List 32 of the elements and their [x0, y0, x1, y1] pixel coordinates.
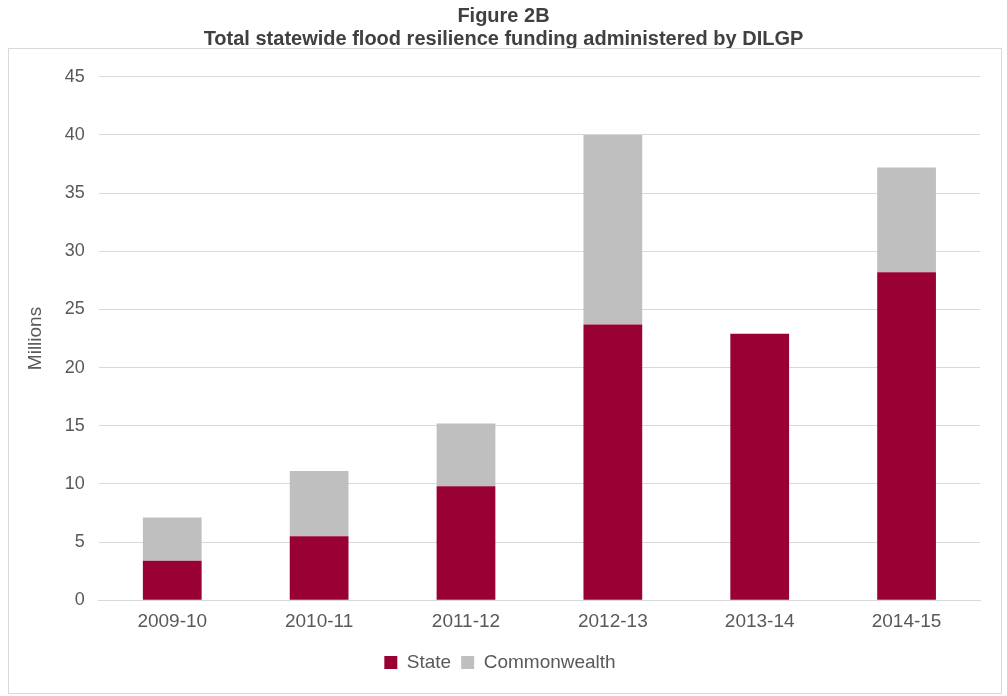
y-tick-label: 5	[74, 531, 85, 552]
bar	[142, 517, 202, 561]
y-tick-label: 35	[64, 182, 85, 203]
bar	[877, 272, 936, 600]
bar	[289, 536, 349, 600]
bar	[142, 560, 202, 600]
x-tick-label: 2009-10	[137, 609, 208, 631]
bar	[583, 324, 643, 600]
x-tick-label: 2011-12	[431, 609, 501, 631]
y-tick-label: 25	[64, 298, 85, 319]
bar	[436, 423, 496, 487]
x-tick-label: 2014-15	[871, 609, 942, 631]
chart-subtitle: Total statewide flood resilience funding administered by DILGP	[202, 27, 805, 50]
legend-label: Commonwealth	[483, 650, 616, 672]
y-tick-label: 20	[64, 356, 85, 377]
bar	[583, 134, 643, 325]
bar	[730, 333, 790, 600]
y-tick-label: 10	[64, 472, 85, 493]
y-tick-label: 45	[64, 65, 85, 86]
bar	[877, 167, 936, 273]
y-axis-title: Millions	[23, 306, 45, 371]
y-tick-label: 30	[64, 240, 85, 261]
bar	[289, 471, 349, 537]
x-tick-label: 2013-14	[724, 609, 795, 631]
y-tick-label: 40	[64, 123, 85, 144]
legend-label: State	[406, 650, 452, 672]
x-tick-label: 2010-11	[284, 609, 354, 631]
chart-title: Figure 2B	[456, 4, 551, 27]
y-tick-label: 15	[64, 414, 85, 435]
y-tick-label: 0	[74, 589, 85, 610]
x-tick-label: 2012-13	[577, 609, 648, 631]
bar	[436, 486, 496, 600]
